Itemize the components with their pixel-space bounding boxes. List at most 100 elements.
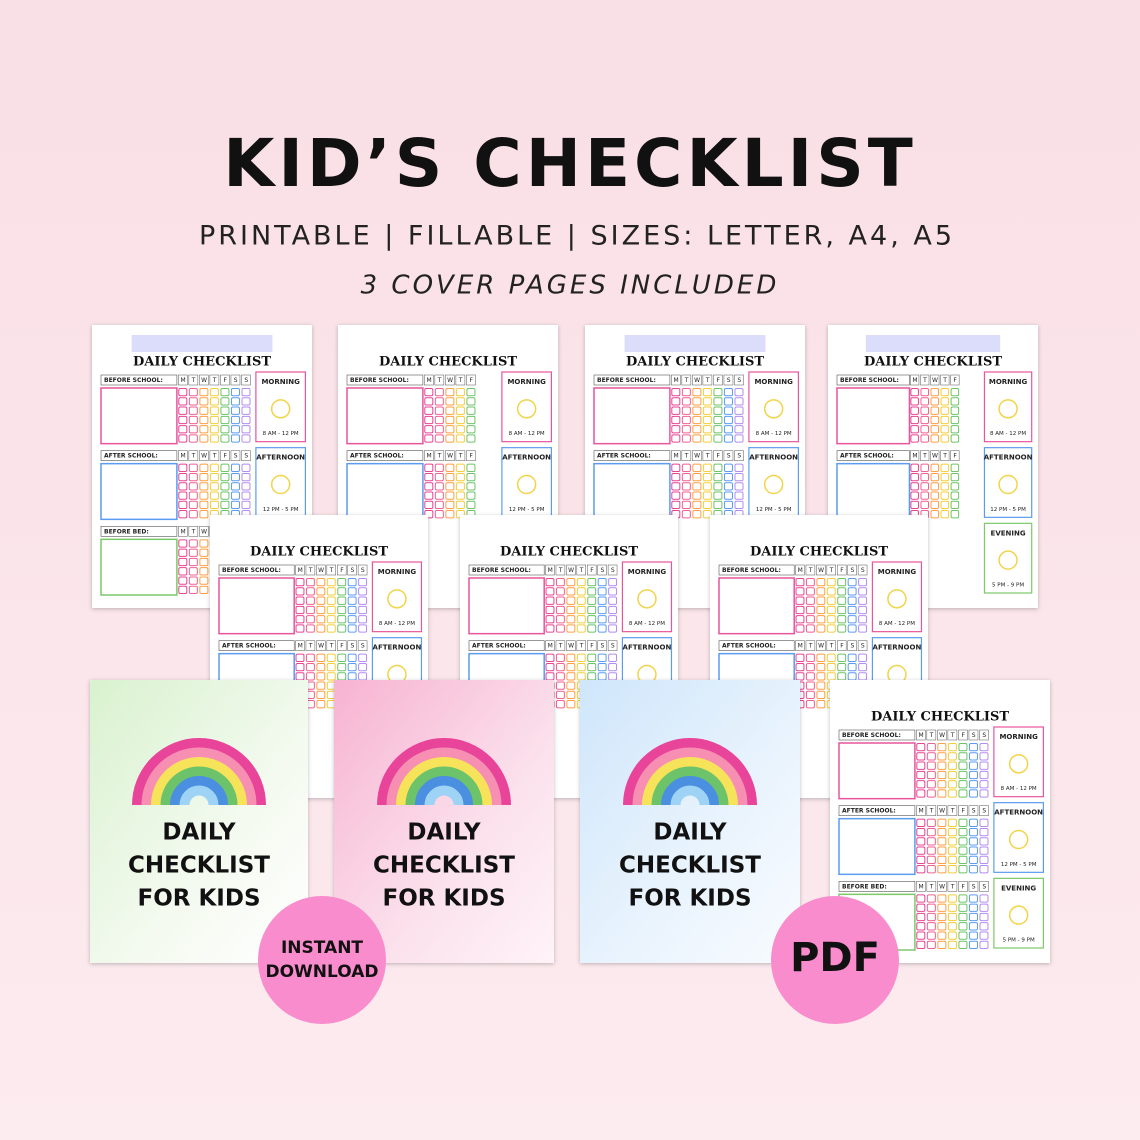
time-label: MORNING (628, 568, 667, 576)
rainbow-band (170, 776, 228, 806)
checkbox (671, 472, 681, 482)
day-label: T (212, 453, 217, 460)
checkbox (926, 894, 936, 903)
checkbox (916, 837, 926, 846)
checkbox (178, 463, 188, 472)
time-label: MORNING (378, 568, 417, 576)
checkbox (947, 761, 957, 770)
section-label-box (836, 450, 910, 461)
checkbox (858, 624, 868, 633)
checkbox (199, 388, 209, 397)
checkbox (220, 406, 230, 415)
checkbox (576, 624, 586, 633)
task-box (218, 577, 295, 635)
rainbow-band (642, 757, 738, 806)
checkbox (466, 434, 476, 443)
checkbox (455, 500, 465, 510)
checkbox (178, 510, 188, 519)
checkbox (555, 624, 565, 633)
day-box (950, 450, 960, 461)
checkbox (837, 662, 847, 672)
checkbox (930, 510, 940, 519)
checkbox (597, 624, 607, 633)
checkbox (209, 415, 219, 425)
checkbox (847, 653, 857, 662)
checkbox (692, 491, 702, 500)
task-box (100, 387, 178, 445)
checkbox (847, 596, 857, 605)
task-box (836, 387, 911, 445)
checkbox (445, 500, 455, 510)
checkbox (795, 653, 805, 662)
checkbox (199, 491, 209, 500)
checkbox (671, 415, 681, 425)
day-box (958, 881, 968, 892)
checkbox (958, 894, 968, 903)
section-label-box (593, 374, 671, 386)
time-label: MORNING (754, 378, 793, 386)
day-label: W (939, 883, 945, 890)
day-box (597, 564, 607, 576)
checkbox (566, 615, 576, 624)
page-title: DAILY CHECKLIST (133, 355, 271, 370)
checkbox (305, 605, 315, 615)
checkbox (826, 672, 836, 681)
section-label-box (468, 564, 545, 576)
checkbox (220, 491, 230, 500)
checkbox (188, 434, 198, 443)
page-title: DAILY CHECKLIST (871, 710, 1009, 725)
checkbox (220, 397, 230, 406)
day-label: W (201, 453, 207, 460)
checkbox (587, 653, 597, 662)
day-box (326, 564, 337, 576)
day-box (209, 450, 220, 461)
checkbox (434, 415, 444, 425)
checkbox (940, 406, 950, 415)
page-title: DAILY CHECKLIST (379, 355, 517, 370)
time-hours: 8 AM - 12 PM (509, 431, 545, 437)
checkbox (826, 662, 836, 672)
checkbox (734, 482, 744, 491)
checkbox (723, 500, 733, 510)
section-label: BEFORE SCHOOL: (472, 567, 531, 574)
checkbox (326, 672, 336, 681)
checkbox (837, 587, 847, 596)
checkbox (608, 662, 618, 672)
checkbox (188, 463, 198, 472)
day-label: T (308, 567, 313, 574)
day-label: S (234, 453, 238, 460)
day-box (566, 564, 576, 576)
checkbox (950, 491, 960, 500)
checkbox (734, 425, 744, 434)
checkbox (434, 434, 444, 443)
day-label: F (840, 643, 844, 650)
checkbox (795, 672, 805, 681)
checkbox (337, 587, 347, 596)
section-label: BEFORE SCHOOL: (104, 377, 163, 384)
day-box (910, 374, 920, 386)
rainbow-band (632, 747, 748, 806)
checkbox (805, 662, 815, 672)
time-label: MORNING (989, 378, 1028, 386)
day-label: T (942, 453, 947, 460)
checkbox (795, 605, 805, 615)
checkbox (178, 539, 188, 548)
checkbox (723, 388, 733, 397)
checkbox (681, 500, 691, 510)
checkbox (555, 690, 565, 700)
checkbox (671, 463, 681, 472)
checkbox (316, 605, 326, 615)
checkbox (445, 397, 455, 406)
checkbox (947, 846, 957, 855)
checkbox (555, 596, 565, 605)
time-hours: 8 AM - 12 PM (756, 431, 792, 437)
checkbox (220, 415, 230, 425)
day-box (910, 450, 920, 461)
time-box (501, 371, 552, 443)
checkbox (837, 624, 847, 633)
day-box (587, 640, 597, 651)
day-label: F (716, 453, 720, 460)
checkbox (424, 434, 434, 443)
cover-sheet (90, 680, 308, 963)
badge-text: DOWNLOAD (265, 962, 378, 982)
